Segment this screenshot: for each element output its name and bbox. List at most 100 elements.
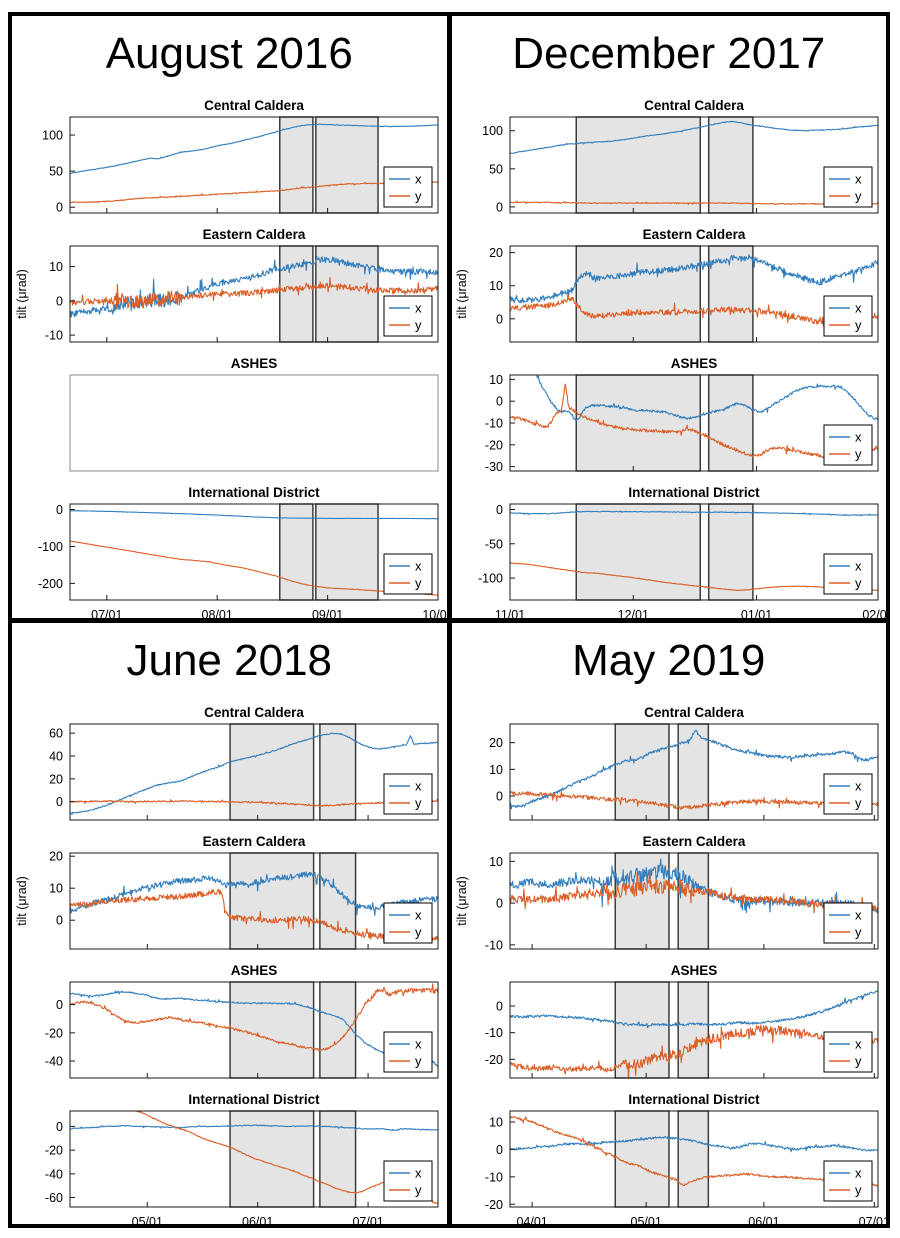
x-tick-label: 07/01 [858, 1215, 886, 1225]
shaded-event-region [574, 116, 701, 214]
y-tick-label: 20 [489, 736, 503, 750]
y-tick-label: -10 [484, 1170, 502, 1184]
y-tick-label: 10 [489, 854, 503, 868]
axes-box [69, 116, 439, 214]
subplot-central-caldera: Central Caldera 0 20 40 60 xy [49, 705, 439, 821]
shaded-event-region [229, 851, 315, 950]
x-tick-label: 08/01 [202, 608, 233, 618]
axes-box [509, 245, 878, 343]
legend: xy [823, 166, 872, 208]
shaded-event-region [319, 980, 357, 1079]
x-tick-label: 11/01 [494, 608, 524, 618]
x-tick-label: 02/01 [862, 608, 886, 618]
y-tick-label: 10 [49, 260, 63, 274]
subplot-title: Central Caldera [204, 705, 304, 720]
y-tick-label: -10 [45, 329, 63, 343]
legend-y-label: y [415, 189, 422, 204]
x-tick-label: 12/01 [617, 608, 648, 618]
panel-august-2016: August 2016 Central Caldera 0 50 100 x y Easte… [12, 16, 447, 618]
legend-x-label: x [855, 1036, 862, 1051]
axes-box [69, 245, 439, 343]
shaded-event-region [676, 1109, 709, 1208]
y-tick-label: 0 [56, 503, 63, 517]
empty-axes-box [69, 374, 439, 472]
legend: xy [383, 773, 433, 814]
figure-frame: August 2016 Central Caldera 0 50 100 x y Easte… [8, 12, 890, 1228]
x-tick-label: 05/01 [630, 1215, 661, 1225]
y-tick-label: 0 [496, 789, 503, 803]
legend: xy [823, 902, 872, 943]
legend: xy [823, 1160, 872, 1201]
shaded-event-region [315, 245, 379, 343]
legend-y-label: y [415, 1182, 422, 1197]
x-tick-label: 10/01 [422, 608, 446, 618]
y-tick-label: 10 [489, 279, 503, 293]
series-y-line [509, 1024, 878, 1078]
shaded-event-region [574, 503, 701, 601]
series-x-line [509, 510, 878, 517]
series-y-line [70, 982, 438, 1051]
subplot-title: ASHES [670, 356, 717, 371]
legend: xy [823, 553, 872, 595]
y-tick-label: 0 [496, 200, 503, 214]
y-tick-label: 10 [489, 762, 503, 776]
y-tick-label: 20 [49, 849, 63, 863]
y-tick-label: 10 [489, 1115, 503, 1129]
y-tick-label: -20 [484, 438, 502, 452]
y-tick-label: 0 [496, 999, 503, 1013]
y-tick-label: -40 [45, 1167, 63, 1181]
legend-box [383, 1031, 433, 1072]
subplot-title: ASHES [231, 356, 278, 371]
x-tick-label: 05/01 [132, 1215, 163, 1225]
legend-x-label: x [415, 778, 422, 793]
series-y-line [70, 791, 438, 807]
y-tick-label: 50 [49, 165, 63, 179]
y-tick-label: -20 [484, 1052, 502, 1066]
series-x-line [70, 256, 438, 318]
y-tick-label: 10 [489, 373, 503, 387]
series-y-line [70, 181, 438, 204]
y-tick-label: 0 [56, 201, 63, 215]
y-tick-label: -20 [45, 1143, 63, 1157]
legend-y-label: y [415, 924, 422, 939]
x-tick-label: 07/01 [352, 1215, 383, 1225]
shaded-event-region [229, 722, 315, 821]
y-tick-label: 0 [56, 795, 63, 809]
axes-box [509, 981, 878, 1078]
subplot-eastern-caldera: Eastern Caldera 0 10 20 tilt (μrad) xy [455, 227, 878, 343]
legend-box [383, 773, 433, 814]
subplot-title: Eastern Caldera [642, 227, 745, 242]
y-tick-label: 40 [49, 749, 63, 763]
legend: xy [823, 773, 872, 814]
y-tick-label: 60 [49, 726, 63, 740]
y-tick-label: -100 [477, 572, 502, 586]
legend: xy [383, 1031, 433, 1072]
shaded-event-region [315, 116, 379, 214]
subplot-title: Central Caldera [644, 98, 744, 113]
legend-box [823, 902, 872, 943]
legend-y-label: y [415, 1053, 422, 1068]
legend-y-label: y [855, 1182, 862, 1197]
shaded-event-region [613, 980, 670, 1079]
subplot-ashes: ASHES 0 -10 -20 xy [484, 963, 878, 1079]
legend-x-label: x [415, 1036, 422, 1051]
panel-title: May 2019 [572, 635, 766, 685]
legend-y-label: y [415, 318, 422, 333]
legend-box [823, 773, 872, 814]
subplot-title: Eastern Caldera [642, 834, 745, 849]
y-tick-label: 0 [56, 998, 63, 1012]
y-tick-label: 50 [489, 162, 503, 176]
legend-y-label: y [855, 1053, 862, 1068]
subplot-international-district: International District 0 -50 -100 11/01 12/01… [477, 485, 886, 618]
legend-x-label: x [415, 301, 422, 316]
series-y-line [70, 888, 438, 944]
legend: xy [823, 424, 872, 466]
y-tick-label: -60 [45, 1191, 63, 1205]
shaded-event-region [707, 116, 754, 214]
y-tick-label: 0 [56, 1119, 63, 1133]
subplot-eastern-caldera: Eastern Caldera 0 10 20 tilt (μrad) xy [15, 834, 439, 950]
legend-x-label: x [855, 172, 862, 187]
y-tick-label: 20 [49, 772, 63, 786]
panel-title: June 2018 [126, 635, 333, 685]
subplot-title: Eastern Caldera [203, 834, 306, 849]
